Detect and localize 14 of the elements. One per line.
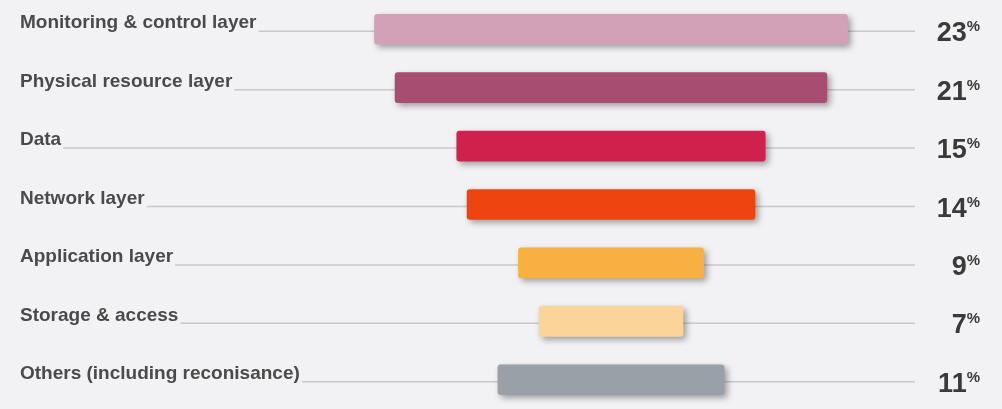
data-label: 9% (951, 250, 981, 281)
category-label: Application layer (20, 245, 174, 267)
category-label: Others (including reconisance) (20, 362, 300, 384)
category-label: Physical resource layer (20, 69, 233, 91)
category-label: Monitoring & control layer (20, 11, 258, 33)
category-label: Data (20, 128, 62, 150)
data-label: 15% (936, 134, 981, 165)
data-label: 21% (936, 75, 981, 106)
category-label: Network layer (20, 186, 146, 208)
data-label: 11% (938, 367, 981, 398)
data-label: 14% (936, 192, 981, 223)
data-label: 7% (951, 309, 981, 340)
data-label: 23% (936, 17, 981, 48)
category-label: Storage & access (20, 303, 179, 325)
